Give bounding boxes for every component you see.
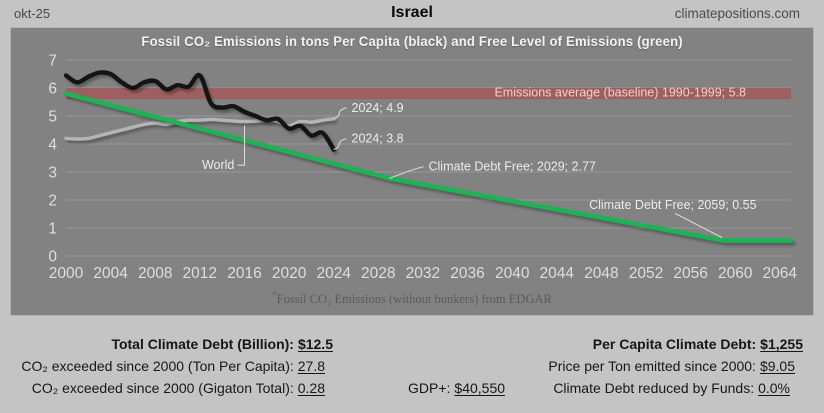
stat-per-capita-climate-debt: Per Capita Climate Debt: $1,255 (592, 336, 803, 352)
chart-footnote: *Fossil CO₂ Emissions (without bunkers) … (272, 289, 552, 306)
stat-co2-exceeded-per-capita: CO₂ exceeded since 2000 (Ton Per Capita)… (21, 358, 325, 374)
annotation-text: 2024; 3.8 (352, 132, 404, 146)
stat-value: $9.05 (759, 358, 795, 374)
chart-title: Fossil CO₂ Emissions in tons Per Capita … (141, 34, 683, 49)
y-axis-label: 4 (48, 137, 57, 154)
x-axis-label: 2028 (361, 265, 395, 282)
y-axis-label: 6 (48, 81, 57, 98)
footnote-marker: * (272, 289, 277, 300)
annotation-leader (674, 212, 723, 239)
annotation-leader (389, 166, 424, 179)
stat-total-climate-debt: Total Climate Debt (Billion): $12.5 (111, 336, 333, 352)
annotation-leader (333, 138, 347, 151)
baseline-band-label: Emissions average (baseline) 1990-1999; … (494, 86, 746, 100)
stat-value: 0.28 (297, 380, 325, 396)
y-axis-label: 7 (48, 53, 57, 70)
x-axis-label: 2048 (584, 265, 618, 282)
y-axis-label: 2 (48, 193, 57, 210)
stat-gdp: GDP+: $40,550 (408, 380, 506, 396)
x-axis-label: 2052 (629, 265, 663, 282)
stat-value: $12.5 (297, 336, 333, 352)
top-header: okt-25 Israel climatepositions.com (0, 0, 824, 27)
x-axis-label: 2040 (495, 265, 530, 282)
country-title: Israel (391, 4, 433, 21)
annotation-text: 2024; 4.9 (352, 101, 404, 115)
annotation-leader (333, 107, 347, 120)
x-axis-label: 2036 (450, 265, 484, 282)
x-axis-label: 2016 (227, 265, 261, 282)
x-axis-label: 2004 (93, 265, 128, 282)
emissions-chart: Emissions average (baseline) 1990-1999; … (48, 53, 798, 283)
y-axis-label: 3 (48, 165, 57, 182)
annotation-leader (237, 125, 246, 166)
x-axis-label: 2032 (406, 265, 440, 282)
x-axis-label: 2044 (540, 265, 575, 282)
x-axis-label: 2000 (49, 265, 84, 282)
stat-value: $1,255 (760, 336, 803, 352)
date-label: okt-25 (14, 6, 51, 21)
annotation-text: Climate Debt Free; 2029; 2.77 (429, 160, 596, 174)
stat-debt-reduced-by-funds: Climate Debt reduced by Funds: 0.0% (553, 380, 790, 396)
annotation-text: Climate Debt Free; 2059; 0.55 (589, 198, 756, 212)
stat-value: 0.0% (758, 380, 790, 396)
free-level-of-emissions-line (63, 91, 794, 243)
x-axis-label: 2008 (138, 265, 172, 282)
site-link[interactable]: climatepositions.com (674, 6, 800, 21)
y-axis-label: 1 (48, 221, 57, 238)
israel-emissions-per-capita-line (63, 70, 336, 152)
y-axis-label: 0 (48, 249, 57, 266)
stat-value: 27.8 (297, 358, 325, 374)
chart-panel: Fossil CO₂ Emissions in tons Per Capita … (10, 27, 814, 316)
stat-co2-exceeded-gigaton: CO₂ exceeded since 2000 (Gigaton Total):… (31, 380, 325, 396)
world-emissions-line (64, 117, 336, 141)
x-axis-label: 2012 (183, 265, 217, 282)
stat-price-per-ton: Price per Ton emitted since 2000: $9.05 (548, 358, 795, 374)
x-axis-label: 2064 (763, 265, 798, 282)
israel-emissions-per-capita-shadow (66, 72, 339, 155)
baseline-band (66, 88, 791, 100)
x-axis-label: 2060 (718, 265, 753, 282)
x-axis-label: 2020 (272, 265, 307, 282)
stat-value: $40,550 (454, 380, 506, 396)
y-axis-label: 5 (48, 109, 57, 126)
x-axis-label: 2056 (673, 265, 707, 282)
x-axis-label: 2024 (316, 265, 351, 282)
annotation-text: World (202, 158, 234, 172)
